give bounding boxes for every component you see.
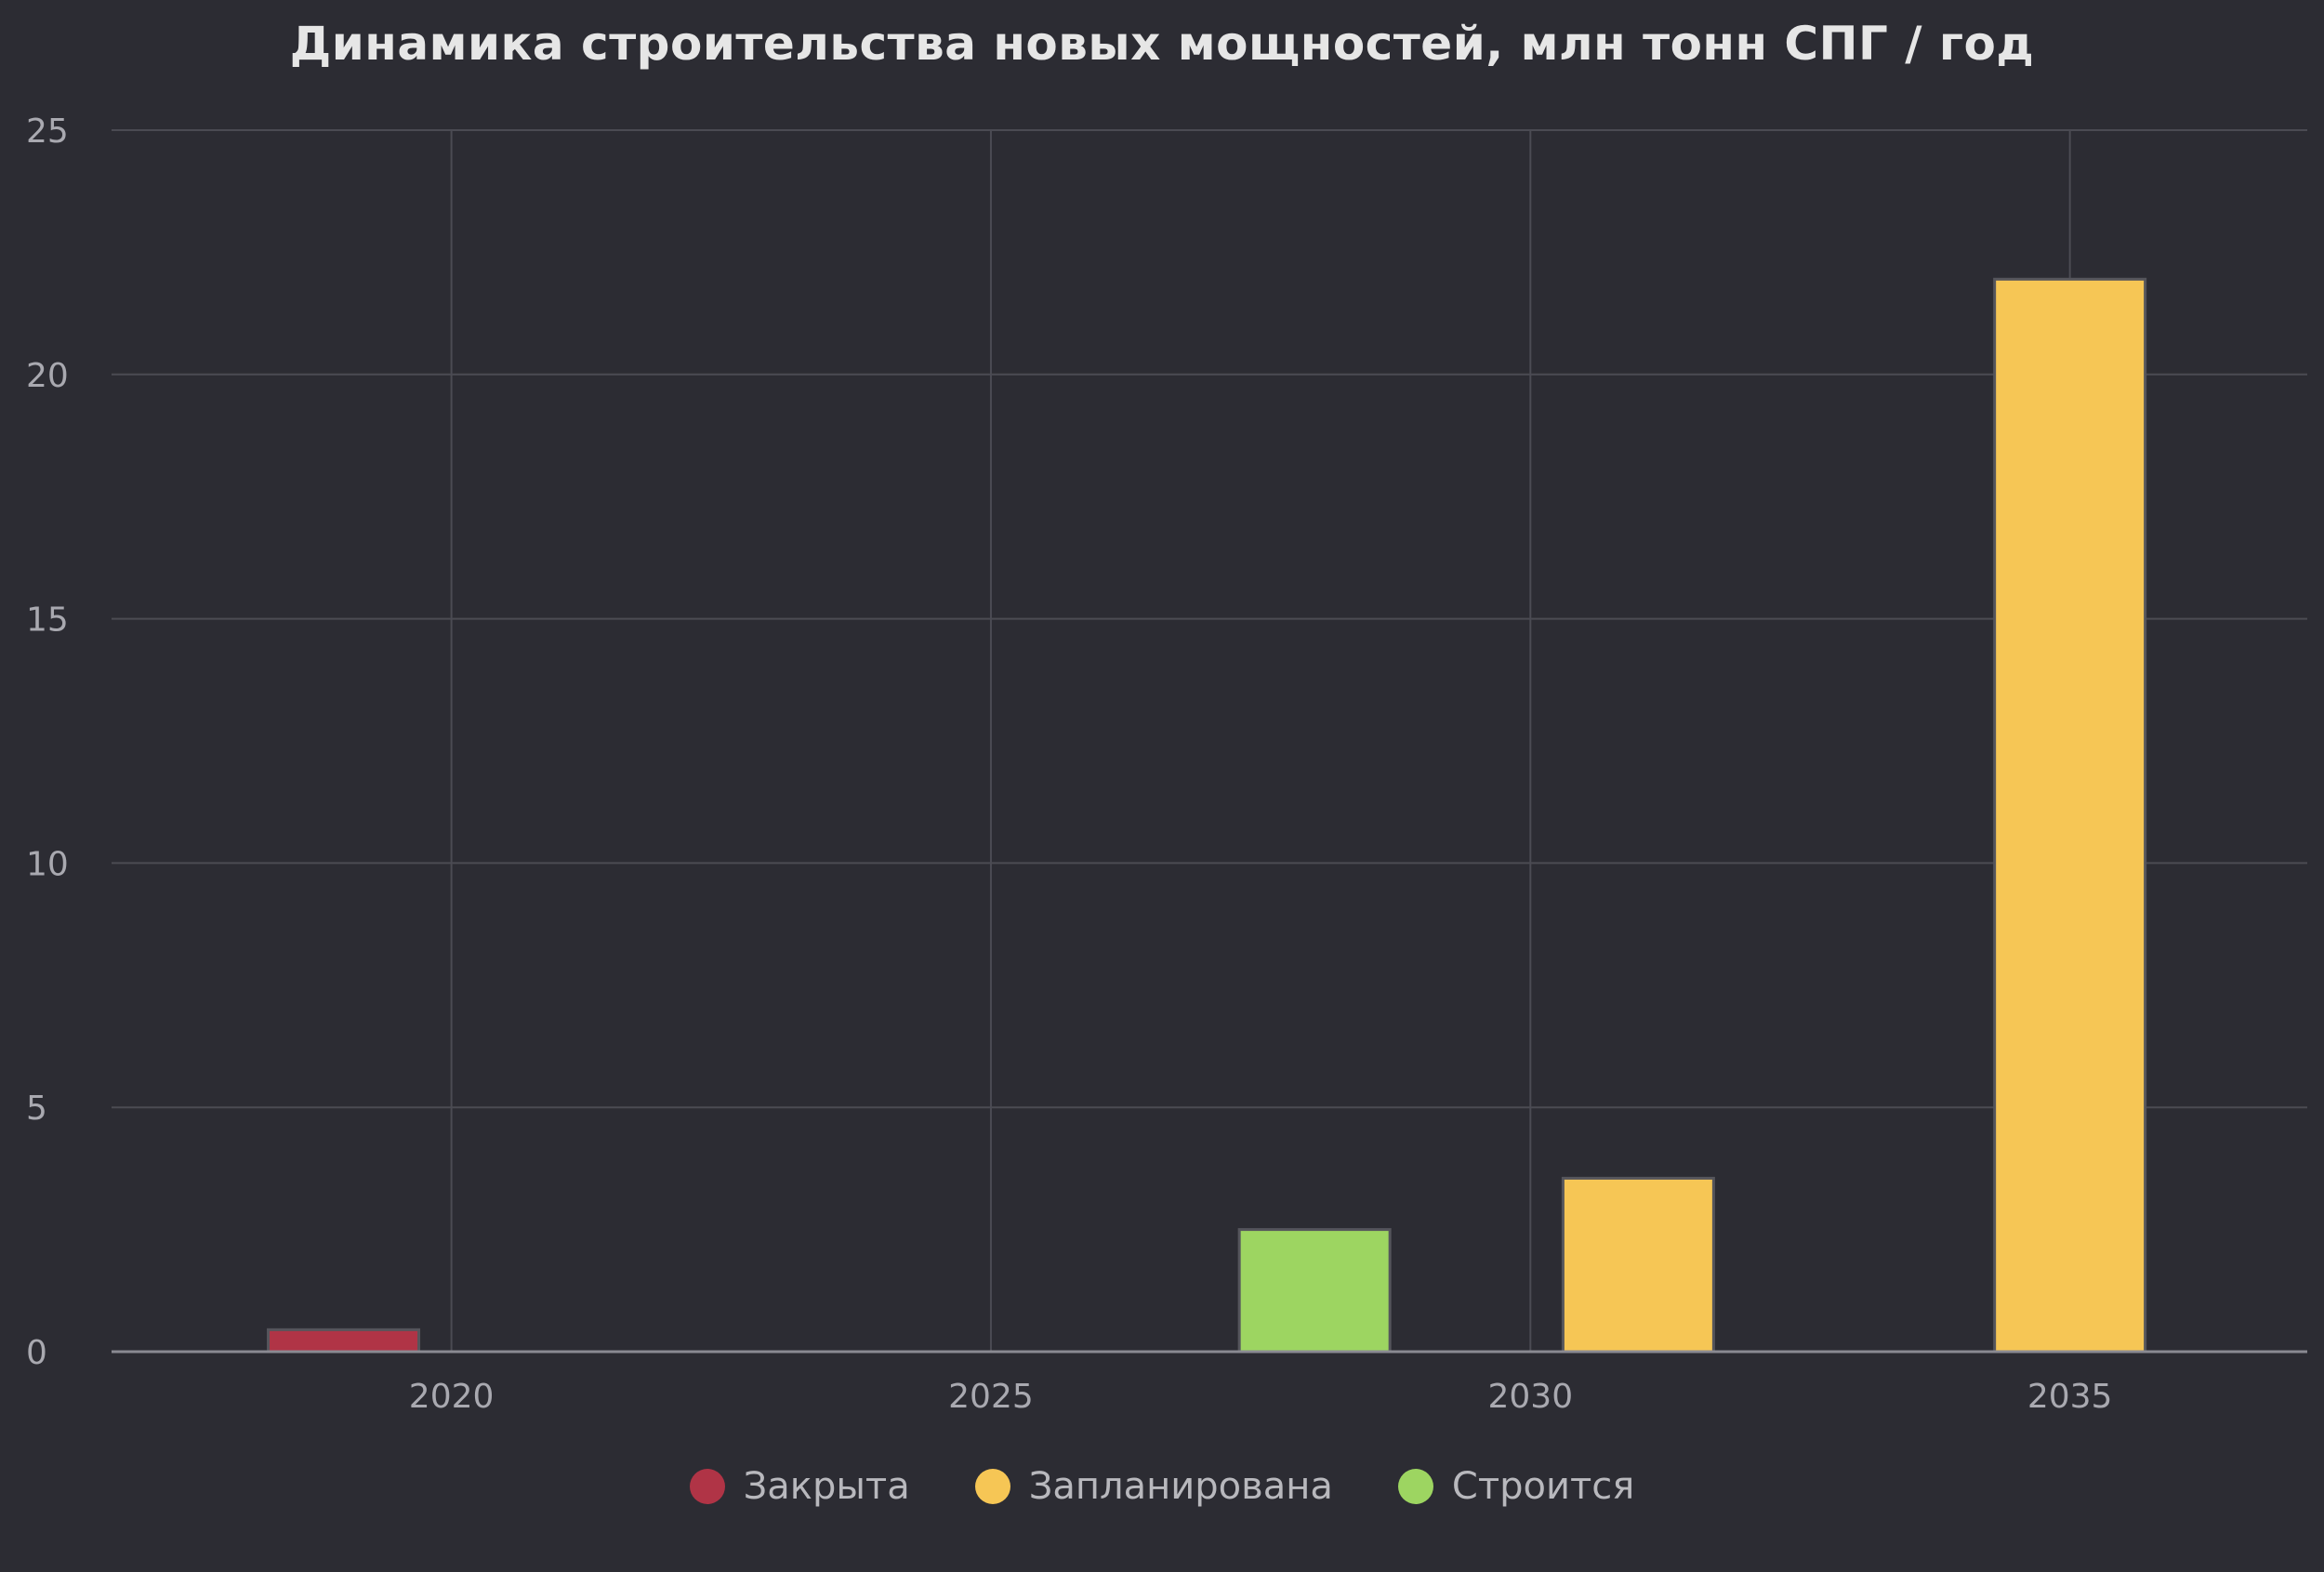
legend-item[interactable]: Закрыта bbox=[689, 1465, 910, 1508]
y-tick-label: 20 bbox=[26, 357, 69, 395]
x-tick-label: 2035 bbox=[2027, 1378, 2113, 1416]
legend-swatch bbox=[1397, 1469, 1433, 1504]
x-tick-label: 2030 bbox=[1487, 1378, 1573, 1416]
y-tick-label: 0 bbox=[26, 1334, 47, 1372]
y-tick-label: 25 bbox=[26, 112, 69, 151]
bar bbox=[267, 1328, 421, 1354]
legend: Закрыта Запланирована Строится bbox=[0, 1465, 2324, 1508]
chart-title: Динамика строительства новых мощностей, … bbox=[289, 17, 2035, 71]
y-tick-label: 5 bbox=[26, 1090, 47, 1128]
legend-swatch bbox=[974, 1469, 1010, 1504]
y-tick-label: 10 bbox=[26, 845, 69, 883]
legend-item[interactable]: Запланирована bbox=[974, 1465, 1333, 1508]
y-tick-label: 15 bbox=[26, 601, 69, 640]
legend-label: Запланирована bbox=[1028, 1465, 1333, 1508]
bar bbox=[1993, 277, 2147, 1354]
legend-label: Закрыта bbox=[743, 1465, 910, 1508]
x-tick-label: 2025 bbox=[948, 1378, 1034, 1416]
x-tick-label: 2020 bbox=[409, 1378, 495, 1416]
legend-item[interactable]: Строится bbox=[1397, 1465, 1635, 1508]
bar bbox=[1237, 1228, 1392, 1354]
bar bbox=[1561, 1176, 1715, 1354]
legend-swatch bbox=[689, 1469, 725, 1504]
legend-label: Строится bbox=[1451, 1465, 1635, 1508]
